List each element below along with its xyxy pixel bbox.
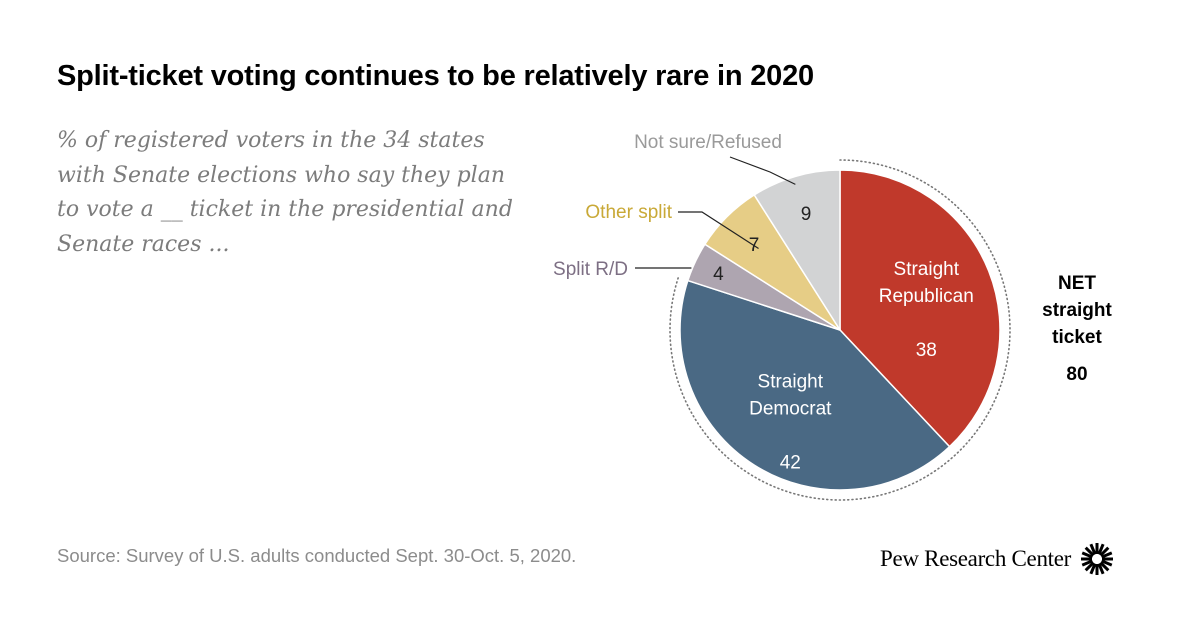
slice-label-straight-democrat-1: Straight [758,371,824,392]
slice-value-not-sure-refused: 9 [801,204,812,225]
brand-name: Pew Research Center [880,546,1072,571]
net-value: 80 [1066,364,1087,385]
chart-title: Split-ticket voting continues to be rela… [57,60,814,92]
slice-label-split-r-d: Split R/D [553,259,628,280]
pew-logo: Pew Research Center [880,541,1115,577]
slice-value-straight-republican: 38 [916,340,937,361]
net-label-3: ticket [1052,327,1102,348]
source-note: Source: Survey of U.S. adults conducted … [57,545,577,566]
slice-value-straight-democrat: 42 [780,452,801,473]
pew-sunburst-icon [1081,543,1114,575]
slice-label-other-split: Other split [585,202,672,223]
slice-label-straight-democrat-2: Democrat [749,398,832,419]
leader-other-split [678,211,759,250]
net-label-2: straight [1042,300,1112,321]
slice-label-not-sure-refused: Not sure/Refused [634,132,782,153]
leader-not-sure-refused [729,156,796,185]
chart-subtitle: % of registered voters in the 34 states … [57,128,513,257]
slice-not-sure-refused [753,169,841,331]
net-label-1: NET [1058,273,1096,294]
slice-label-straight-republican-1: Straight [894,259,960,280]
slice-value-split-r-d: 4 [713,264,724,285]
slice-label-straight-republican-2: Republican [879,286,974,307]
net-bracket-arc [669,159,1011,501]
slice-straight-republican [839,169,1001,448]
slice-straight-democrat [679,279,951,491]
